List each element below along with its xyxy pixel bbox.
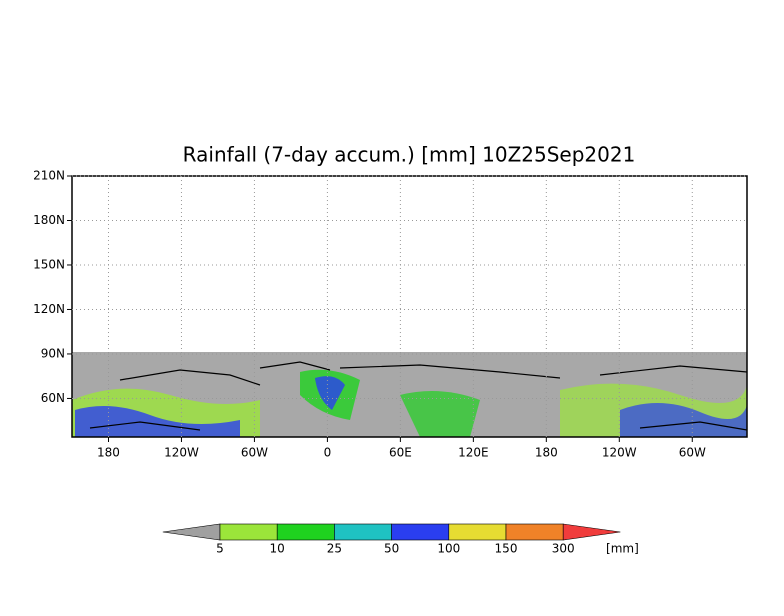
y-tick-label: 120N bbox=[33, 302, 65, 316]
colorbar-box bbox=[505, 523, 564, 541]
colorbar-label: 10 bbox=[270, 542, 285, 556]
x-tick-label: 180 bbox=[97, 446, 120, 460]
colorbar-label: 50 bbox=[384, 542, 399, 556]
x-tick-label: 60W bbox=[241, 446, 268, 460]
colorbar-box bbox=[391, 523, 450, 541]
y-tick-label: 90N bbox=[41, 346, 65, 360]
colorbar-label: 25 bbox=[327, 542, 342, 556]
x-tick-label: 60W bbox=[679, 446, 706, 460]
x-tick-label: 180 bbox=[535, 446, 558, 460]
rainfall-field bbox=[72, 352, 748, 437]
y-tick-label: 210N bbox=[33, 169, 65, 183]
rain-area bbox=[400, 391, 480, 437]
colorbar-box bbox=[276, 523, 335, 541]
colorbar-unit: [mm] bbox=[606, 542, 639, 556]
x-tick-label: 120W bbox=[602, 446, 637, 460]
rain-area bbox=[620, 402, 747, 437]
colorbar-label: 100 bbox=[437, 542, 460, 556]
rain-area bbox=[315, 376, 345, 410]
x-tick-label: 0 bbox=[324, 446, 332, 460]
y-tick-label: 180N bbox=[33, 213, 65, 227]
colorbar-box bbox=[448, 523, 507, 541]
colorbar-label: 150 bbox=[495, 542, 518, 556]
x-tick-label: 120W bbox=[164, 446, 199, 460]
map-title: Rainfall (7-day accum.) [mm] 10Z25Sep202… bbox=[183, 143, 636, 167]
y-tick-label: 150N bbox=[33, 257, 65, 271]
colorbar-label: 300 bbox=[552, 542, 575, 556]
x-tick-label: 120E bbox=[458, 446, 489, 460]
plot-frame bbox=[71, 175, 748, 438]
colorbar-box bbox=[334, 523, 392, 541]
colorbar-label: 5 bbox=[216, 542, 224, 556]
coastline bbox=[89, 361, 748, 431]
x-tick-label: 60E bbox=[389, 446, 412, 460]
colorbar-box bbox=[219, 523, 278, 541]
y-tick-label: 60N bbox=[41, 391, 65, 405]
colorbar-arrow-right bbox=[562, 523, 621, 541]
